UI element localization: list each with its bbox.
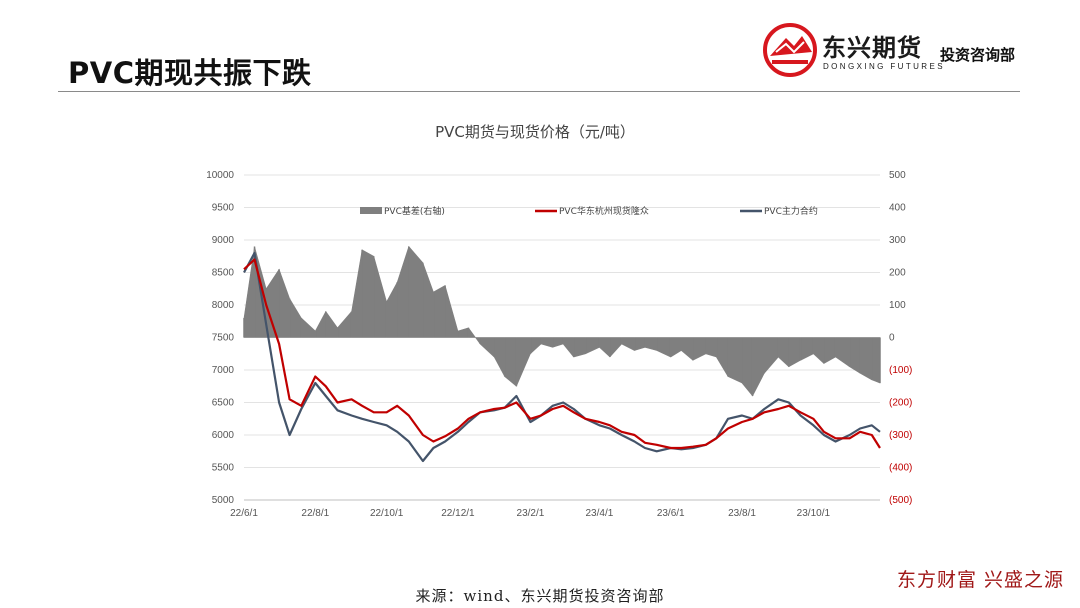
right-axis-tick-label: (400): [889, 463, 912, 474]
x-axis-tick-label: 23/10/1: [797, 508, 831, 519]
header-divider: [58, 91, 1020, 92]
chart-title: PVC期货与现货价格（元/吨）: [435, 123, 635, 141]
slide-title: PVC期现共振下跌: [68, 56, 312, 90]
left-axis-tick-label: 7000: [212, 365, 235, 376]
right-axis-tick-label: 200: [889, 268, 906, 279]
logo-company-name: 东兴期货: [822, 34, 922, 62]
legend-label: PVC主力合约: [764, 205, 818, 217]
left-axis-tick-label: 8000: [212, 300, 235, 311]
source-note: 来源：wind、东兴期货投资咨询部: [415, 587, 665, 605]
left-axis-tick-label: 9000: [212, 235, 235, 246]
right-axis-tick-label: 500: [889, 170, 906, 181]
left-axis-tick-label: 6000: [212, 430, 235, 441]
left-axis-tick-label: 8500: [212, 268, 235, 279]
x-axis-tick-label: 23/4/1: [586, 508, 614, 519]
brand-slogan: 东方财富 兴盛之源: [896, 569, 1064, 591]
right-axis-tick-label: 0: [889, 333, 895, 344]
basis-area: [243, 245, 881, 397]
company-logo: 东兴期货 DONGXING FUTURES 投资咨询部: [762, 22, 1022, 80]
x-axis-tick-label: 23/6/1: [657, 508, 685, 519]
right-axis-tick-label: 300: [889, 235, 906, 246]
right-axis-tick-label: (500): [889, 495, 912, 506]
chart-legend: PVC基差(右轴) PVC华东杭州现货隆众 PVC主力合约: [360, 205, 818, 217]
left-axis-tick-label: 5000: [212, 495, 235, 506]
price-line-series: [243, 251, 881, 463]
left-axis-tick-label: 5500: [212, 463, 235, 474]
legend-swatch: [360, 207, 382, 214]
x-axis-tick-label: 22/6/1: [230, 508, 258, 519]
right-axis-tick-label: (300): [889, 430, 912, 441]
basis-area-series: [243, 245, 881, 397]
futures-price-line: [243, 251, 881, 463]
left-axis-tick-label: 9500: [212, 203, 235, 214]
x-axis-tick-label: 22/8/1: [301, 508, 329, 519]
logo-department: 投资咨询部: [940, 46, 1016, 64]
logo-emblem-icon: [763, 23, 817, 77]
right-axis-tick-label: (100): [889, 365, 912, 376]
right-axis-ticks: 500 400 300 200 100 0 (100) (200) (300) (400) (500…: [889, 170, 912, 506]
left-axis-tick-label: 6500: [212, 398, 235, 409]
right-axis-tick-label: 400: [889, 203, 906, 214]
x-axis-tick-label: 23/2/1: [517, 508, 545, 519]
spot-price-line: [243, 258, 881, 450]
left-axis-tick-label: 10000: [206, 170, 234, 181]
x-axis-ticks: 22/6/1 22/8/1 22/10/1 22/12/1 23/2/1 23/4/1 23…: [230, 508, 830, 519]
x-axis-tick-label: 23/8/1: [728, 508, 756, 519]
right-axis-tick-label: (200): [889, 398, 912, 409]
legend-label: PVC华东杭州现货隆众: [559, 205, 649, 217]
x-axis-tick-label: 22/12/1: [441, 508, 475, 519]
left-axis-tick-label: 7500: [212, 333, 235, 344]
logo-english-name: DONGXING FUTURES: [823, 62, 945, 71]
x-axis-tick-label: 22/10/1: [370, 508, 404, 519]
right-axis-tick-label: 100: [889, 300, 906, 311]
legend-label: PVC基差(右轴): [384, 205, 445, 217]
left-axis-ticks: 10000 9500 9000 8500 8000 7500 7000 6500 6000 550…: [206, 170, 234, 506]
